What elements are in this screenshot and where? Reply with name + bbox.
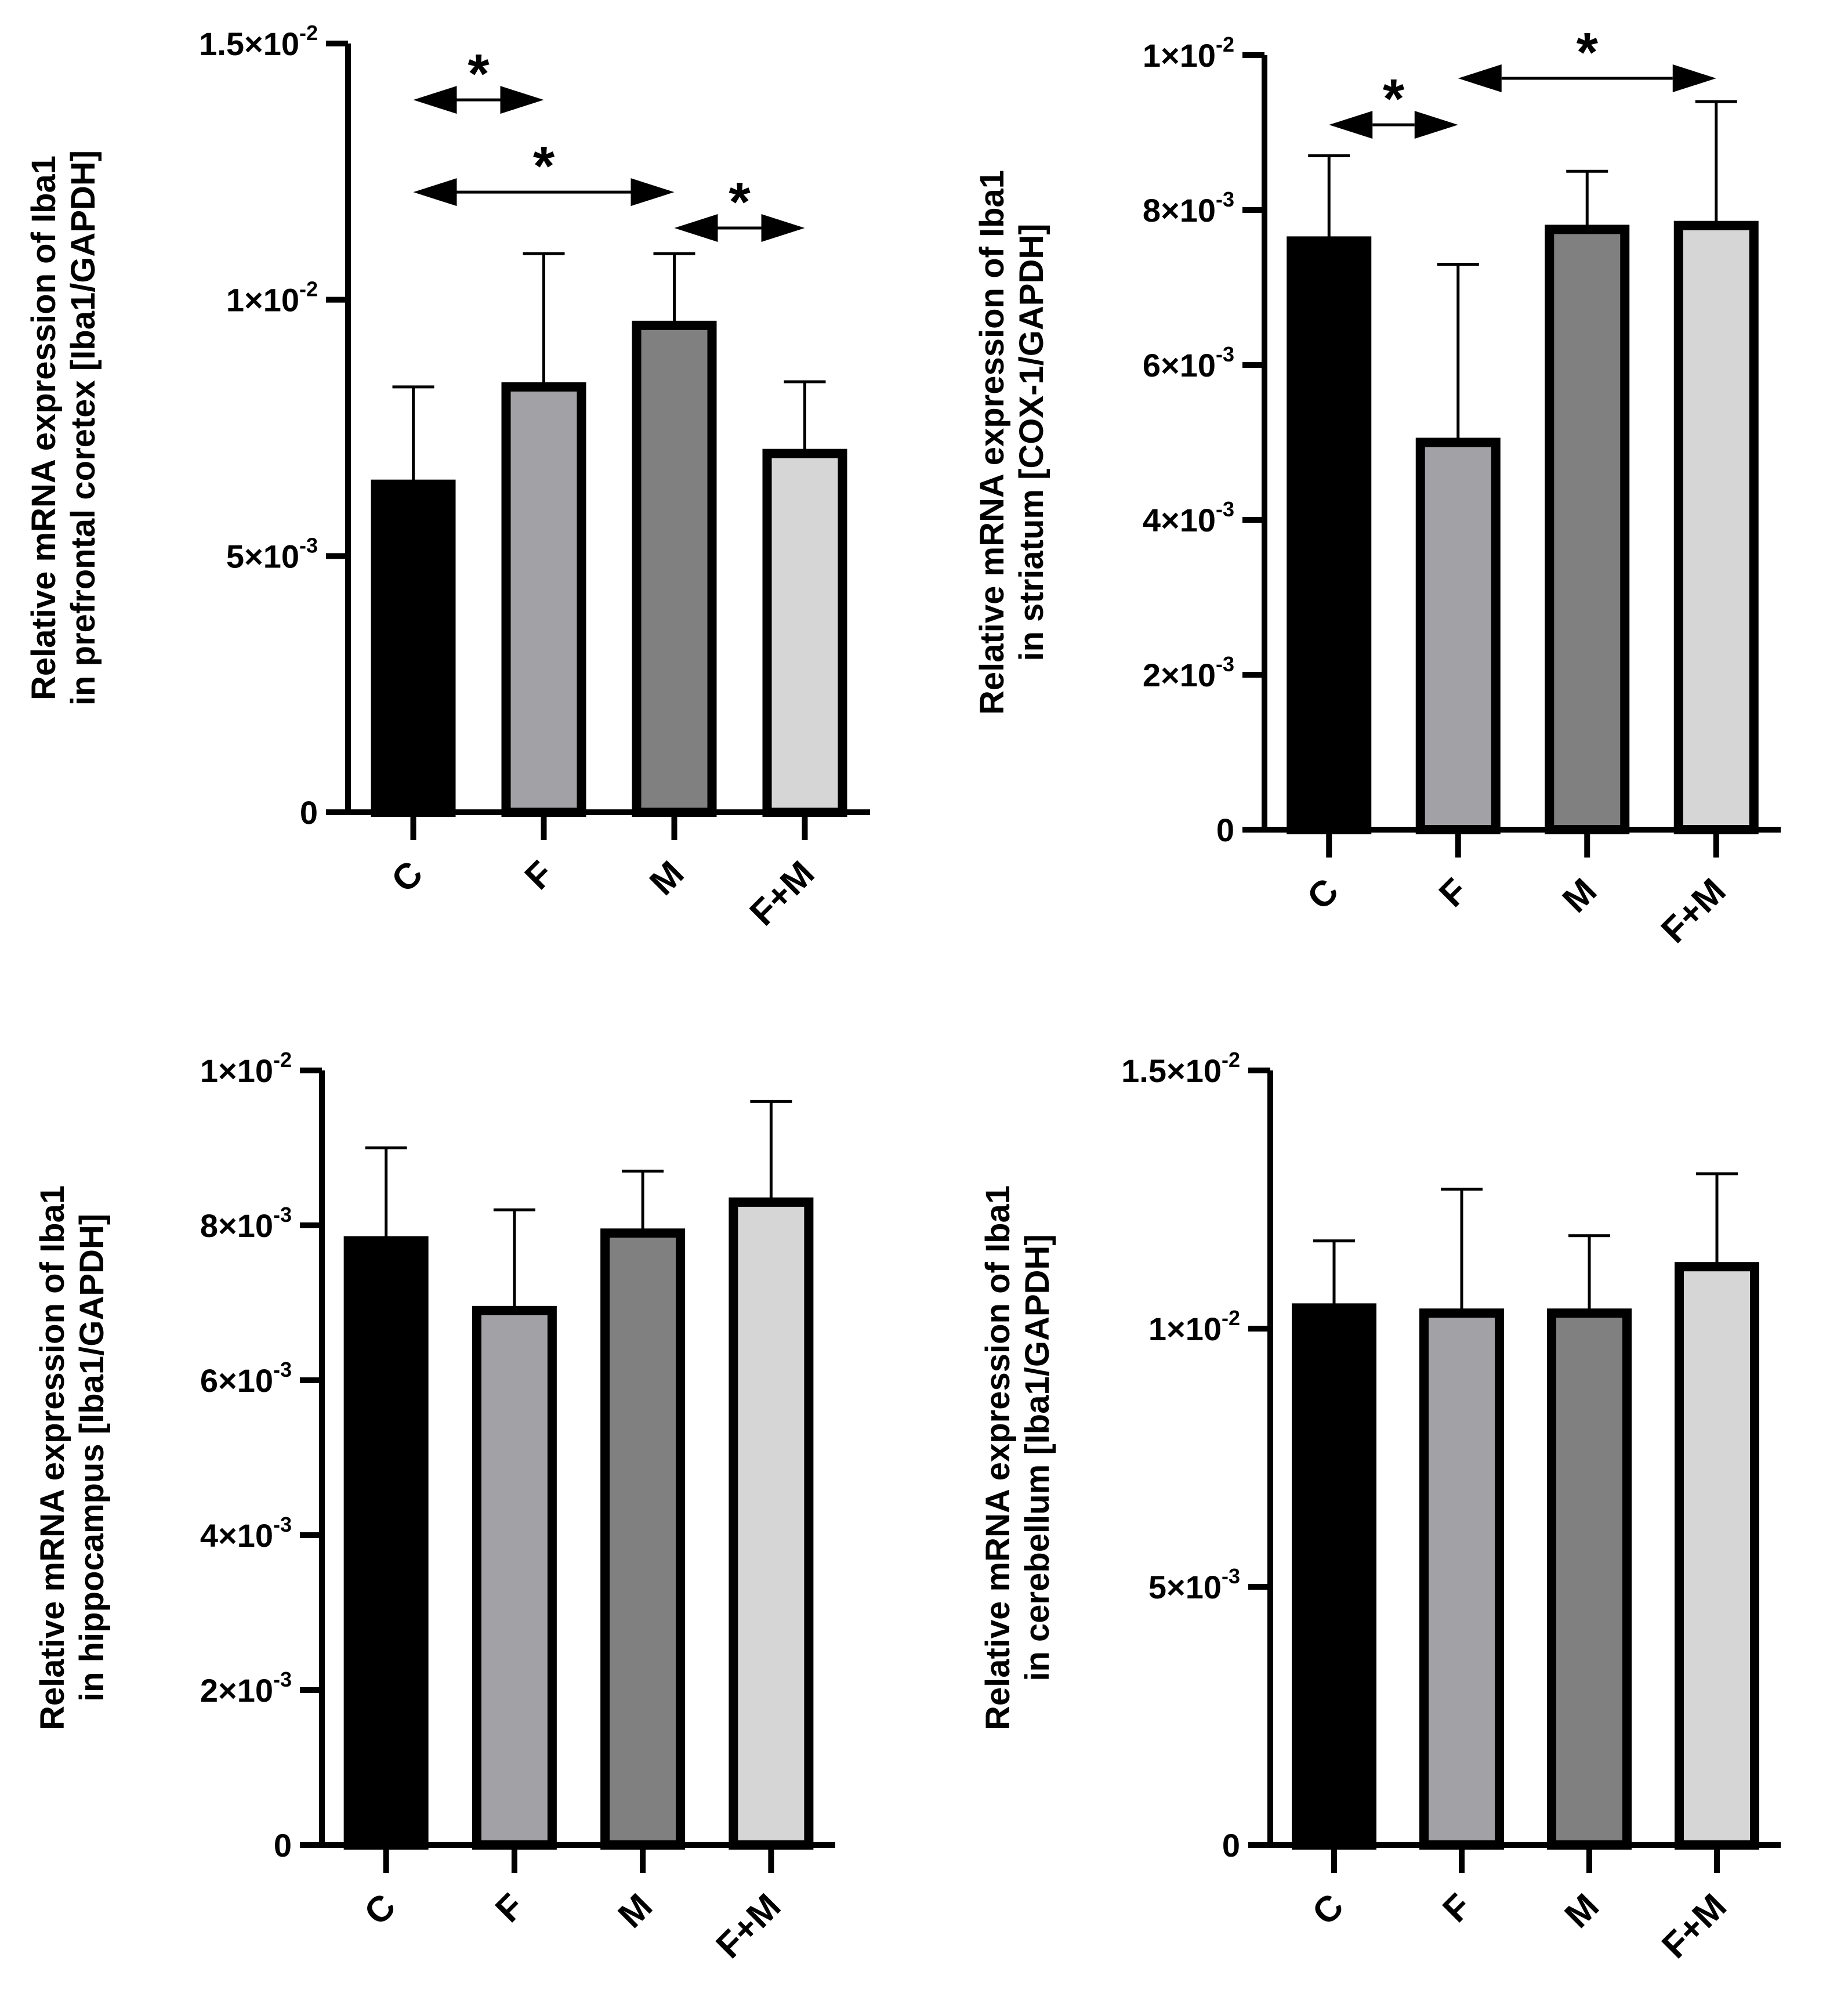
y-tick-label: 5×10-3	[226, 533, 318, 574]
x-tick-label: M	[642, 853, 691, 903]
x-tick-label: F	[517, 853, 561, 898]
bar-f	[1419, 1308, 1504, 1850]
bar-m	[1545, 225, 1630, 834]
y-tick-label: 6×10-3	[200, 1358, 292, 1399]
y-tick-label: 1×10-2	[200, 1048, 292, 1089]
y-axis-title: Relative mRNA expression of Iba1	[979, 1185, 1017, 1730]
arrow-head-right	[761, 214, 805, 242]
bar-fplusm	[729, 1197, 814, 1850]
y-tick-label: 1×10-2	[226, 277, 318, 319]
y-tick-label: 8×10-3	[200, 1203, 292, 1244]
y-tick-label: 8×10-3	[1143, 187, 1234, 229]
bar-f	[501, 382, 586, 817]
x-tick-label: C	[357, 1886, 403, 1933]
y-tick-label: 5×10-3	[1148, 1564, 1240, 1605]
arrow-head-left	[674, 214, 718, 242]
bar-c	[343, 1236, 429, 1850]
y-axis-title: Relative mRNA expression of Iba1	[25, 155, 63, 700]
significance-star: *	[729, 171, 751, 233]
panel-prefrontal-cortex: 0 5×10-3 1×10-2 1.5×10-2 C F M F+M Relative mRNA…	[25, 21, 870, 934]
significance-star: *	[468, 43, 490, 105]
x-tick-label: F+M	[1654, 871, 1734, 951]
arrow-head-left	[413, 178, 457, 207]
significance-star: *	[1383, 68, 1405, 130]
panel-hippocampus: 0 2×10-3 4×10-3 6×10-3 8×10-3 1×10-2 C F M F+M Rel…	[34, 1048, 835, 1966]
bar-fplusm	[1675, 1262, 1759, 1850]
bar-f	[1415, 437, 1501, 834]
bar-c	[371, 479, 456, 817]
significance-star: *	[533, 135, 555, 197]
y-axis-title: in hippocampus [Iba1/GAPDH]	[73, 1214, 111, 1702]
x-tick-label: M	[611, 1886, 660, 1936]
x-tick-label: C	[1305, 1886, 1351, 1933]
y-tick-label: 1.5×10-2	[199, 21, 318, 62]
x-tick-label: F	[1435, 1886, 1479, 1930]
arrow-head-right	[1672, 64, 1716, 93]
x-tick-label: C	[384, 853, 430, 900]
bar-m	[632, 320, 717, 817]
bar-fplusm	[762, 448, 847, 817]
arrow-head-left	[413, 86, 457, 114]
x-tick-label: F+M	[709, 1886, 789, 1966]
y-tick-label: 6×10-3	[1143, 342, 1234, 384]
y-tick-label: 2×10-3	[200, 1667, 292, 1709]
y-axis-title: in prefrontal coretex [Iba1/GAPDH]	[64, 150, 102, 706]
y-tick-label: 1.5×10-2	[1121, 1048, 1240, 1089]
x-tick-label: F	[488, 1886, 532, 1930]
arrow-head-right	[500, 86, 544, 114]
x-tick-label: M	[1555, 871, 1604, 920]
y-tick-label: 0	[300, 794, 318, 831]
panel-striatum: 0 2×10-3 4×10-3 6×10-3 8×10-3 1×10-2 C F M F+M Rel…	[973, 21, 1781, 951]
significance-star: *	[1577, 21, 1599, 84]
y-tick-label: 2×10-3	[1143, 652, 1234, 693]
bar-c	[1287, 236, 1372, 834]
bar-fplusm	[1673, 220, 1759, 835]
arrow-head-right	[631, 178, 675, 207]
y-axis-title: in striatum [COX-1/GAPDH]	[1013, 223, 1050, 661]
y-axis-title: Relative mRNA expression of Iba1	[34, 1185, 71, 1730]
arrow-head-left	[1329, 111, 1373, 139]
y-tick-label: 1×10-2	[1143, 32, 1234, 74]
bar-f	[472, 1305, 557, 1850]
arrow-head-right	[1414, 111, 1458, 139]
bar-c	[1292, 1303, 1376, 1850]
y-axis-title: Relative mRNA expression of Iba1	[973, 170, 1011, 715]
x-tick-label: F+M	[1654, 1886, 1734, 1966]
arrow-head-left	[1458, 64, 1502, 93]
x-tick-label: C	[1300, 871, 1346, 917]
bar-m	[600, 1228, 686, 1850]
y-tick-label: 0	[1216, 812, 1234, 848]
x-tick-label: F+M	[742, 853, 822, 934]
x-tick-label: M	[1557, 1886, 1607, 1936]
y-tick-label: 4×10-3	[200, 1513, 292, 1554]
bar-m	[1547, 1308, 1632, 1850]
y-tick-label: 0	[1222, 1827, 1240, 1864]
x-tick-label: F	[1432, 871, 1476, 915]
y-axis-title: in cerebellum [Iba1/GAPDH]	[1019, 1234, 1056, 1681]
panel-cerebellum: 0 5×10-3 1×10-2 1.5×10-2 C F M F+M Relative mRNA…	[979, 1048, 1781, 1966]
y-tick-label: 0	[274, 1827, 292, 1864]
y-tick-label: 1×10-2	[1148, 1306, 1240, 1347]
y-tick-label: 4×10-3	[1143, 497, 1234, 538]
